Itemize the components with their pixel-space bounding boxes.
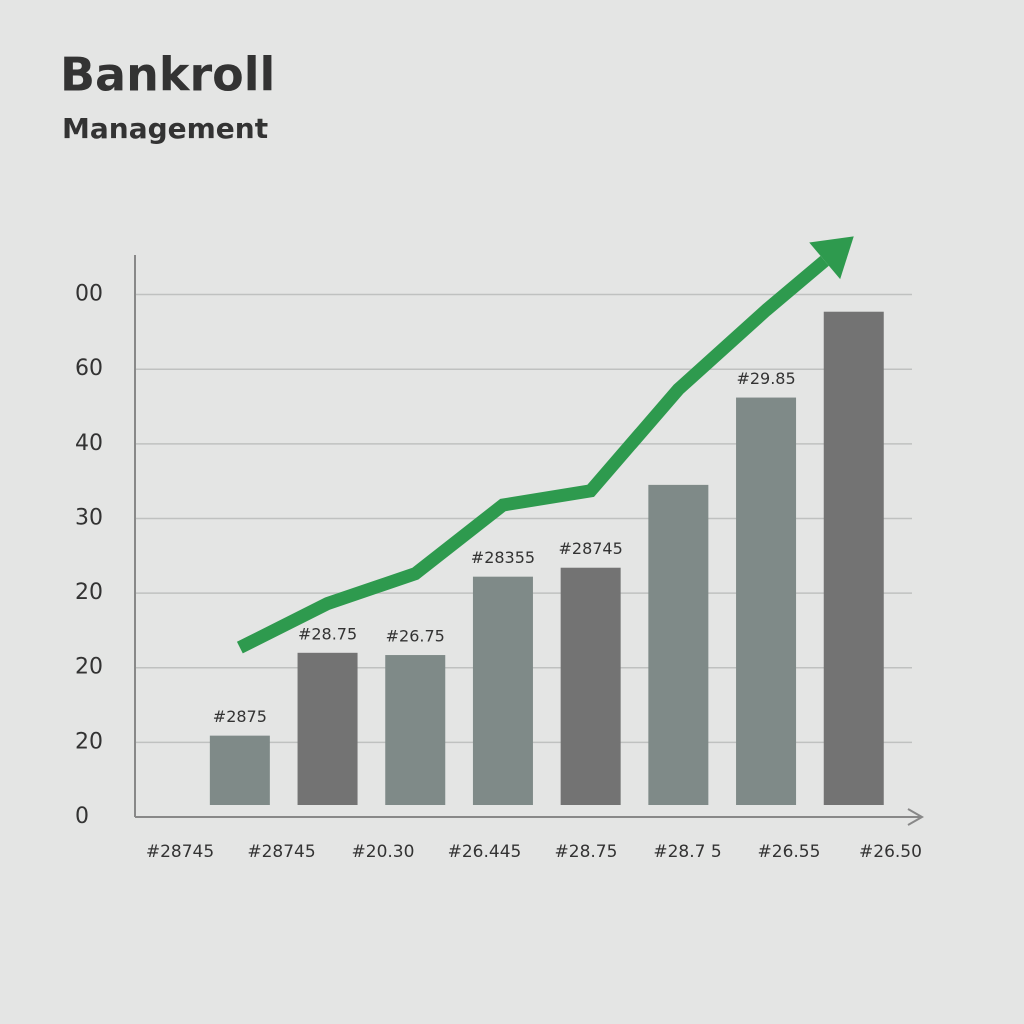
- bar: [297, 652, 358, 805]
- y-tick-label: 00: [75, 282, 103, 307]
- y-tick-label: 20: [75, 729, 103, 754]
- x-tick-label: #28.75: [555, 842, 618, 862]
- x-tick-label: #20.30: [352, 842, 415, 862]
- y-tick-label: 60: [75, 356, 103, 381]
- y-tick-label: 30: [75, 505, 103, 530]
- bar: [648, 484, 709, 805]
- chart-title: Bankroll: [60, 48, 275, 102]
- bar: [209, 735, 270, 805]
- x-tick-label: #28.7 5: [653, 842, 721, 862]
- y-tick-label: 0: [75, 804, 89, 829]
- bar-label: #28.75: [298, 624, 357, 643]
- x-tick-label: #26.50: [859, 842, 922, 862]
- bar: [472, 576, 533, 805]
- bar: [560, 567, 621, 805]
- y-tick-label: 40: [75, 431, 103, 456]
- y-tick-label: 20: [75, 655, 103, 680]
- x-axis-arrow: [907, 808, 925, 826]
- chart-subtitle: Management: [62, 112, 268, 145]
- trend-line: [236, 255, 829, 654]
- bar-label: #28355: [471, 548, 535, 567]
- x-tick-label: #28745: [146, 842, 214, 862]
- x-tick-label: #26.55: [758, 842, 821, 862]
- bar-label: #28745: [558, 539, 622, 558]
- bar-label: #29.85: [736, 369, 795, 388]
- trend-arrowhead: [809, 236, 854, 280]
- y-tick-label: 20: [75, 580, 103, 605]
- bar: [736, 397, 797, 805]
- bar-label: #2875: [213, 707, 267, 726]
- bar: [385, 655, 446, 805]
- bar-label: #26.75: [386, 627, 445, 646]
- bar: [823, 311, 884, 805]
- x-tick-label: #28745: [247, 842, 315, 862]
- x-tick-label: #26.445: [448, 842, 522, 862]
